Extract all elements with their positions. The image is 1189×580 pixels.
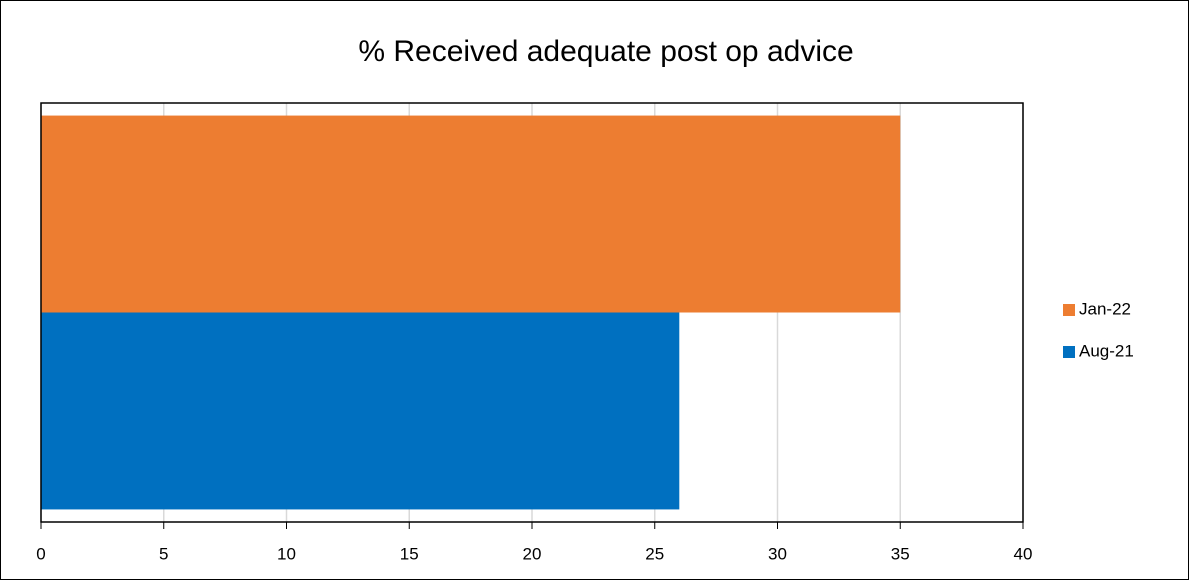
bar — [41, 312, 680, 510]
x-tick-label: 30 — [768, 544, 787, 563]
x-tick-label: 5 — [159, 544, 168, 563]
x-tick-label: 35 — [891, 544, 910, 563]
x-tick-label: 15 — [400, 544, 419, 563]
x-tick-label: 0 — [36, 544, 45, 563]
legend-label: Aug-21 — [1079, 341, 1134, 360]
legend-label: Jan-22 — [1079, 299, 1131, 318]
x-tick-label: 20 — [523, 544, 542, 563]
plot-border — [40, 102, 1024, 523]
chart-title: % Received adequate post op advice — [358, 35, 853, 68]
bar — [41, 115, 901, 313]
x-tick-label: 25 — [645, 544, 664, 563]
x-tick-label: 10 — [277, 544, 296, 563]
x-tick-label: 40 — [1014, 544, 1033, 563]
legend-swatch — [1063, 346, 1075, 358]
legend-swatch — [1063, 304, 1075, 316]
